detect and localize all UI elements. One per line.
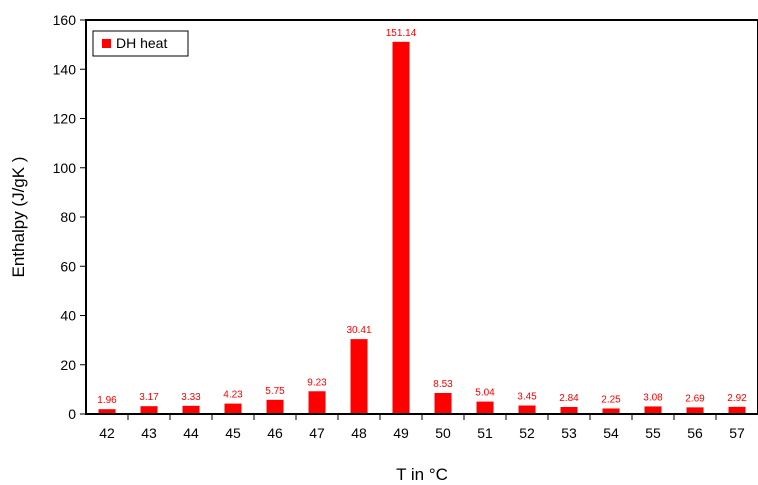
data-label: 30.41 <box>346 325 371 336</box>
bar <box>224 403 242 414</box>
x-tick-label: 45 <box>225 425 241 441</box>
x-tick-label: 47 <box>309 425 325 441</box>
x-tick-label: 49 <box>393 425 409 441</box>
y-tick-label: 40 <box>60 308 76 324</box>
bar <box>140 406 158 414</box>
x-tick-label: 46 <box>267 425 283 441</box>
bar <box>434 392 452 414</box>
data-labels: 1.96 3.17 3.33 4.23 5.75 9.23 30.41 151.14 8.53 5… <box>97 28 747 406</box>
y-axis-title: Enthalpy (J/gK ) <box>9 157 28 278</box>
y-tick-label: 80 <box>60 209 76 225</box>
bar <box>266 399 284 414</box>
y-tick-label: 120 <box>53 111 77 127</box>
x-axis-ticks: 42 43 44 45 46 47 48 49 50 51 52 53 54 55 56 57 <box>99 414 745 441</box>
bar <box>476 401 494 414</box>
plot-frame <box>85 19 758 415</box>
data-label: 2.92 <box>727 393 747 404</box>
x-tick-label: 54 <box>603 425 619 441</box>
x-tick-label: 44 <box>183 425 199 441</box>
bar <box>182 405 200 414</box>
x-tick-label: 48 <box>351 425 367 441</box>
data-label: 1.96 <box>97 395 117 406</box>
x-tick-label: 50 <box>435 425 451 441</box>
y-axis-ticks: 0 20 40 60 80 100 120 140 160 <box>53 12 86 422</box>
bar <box>686 407 704 414</box>
data-label: 5.75 <box>265 386 285 397</box>
y-tick-label: 20 <box>60 357 76 373</box>
y-tick-label: 100 <box>53 160 77 176</box>
y-tick-label: 160 <box>53 12 77 28</box>
data-label: 8.53 <box>433 379 453 390</box>
legend: DH heat <box>92 30 189 57</box>
legend-swatch <box>102 39 111 48</box>
x-tick-label: 53 <box>561 425 577 441</box>
data-label: 3.17 <box>139 392 159 403</box>
x-tick-label: 56 <box>687 425 703 441</box>
data-label: 4.23 <box>223 390 243 401</box>
bar <box>518 405 536 414</box>
x-tick-label: 52 <box>519 425 535 441</box>
y-tick-label: 140 <box>53 61 77 77</box>
data-label: 2.84 <box>559 393 579 404</box>
data-label: 9.23 <box>307 377 327 388</box>
data-label: 3.33 <box>181 392 201 403</box>
x-tick-label: 57 <box>729 425 745 441</box>
y-tick-label: 60 <box>60 258 76 274</box>
bar <box>350 339 368 414</box>
bar <box>560 407 578 414</box>
bar <box>728 406 746 414</box>
x-tick-label: 43 <box>141 425 157 441</box>
bar <box>644 406 662 414</box>
data-label: 3.08 <box>643 392 663 403</box>
legend-label: DH heat <box>116 35 167 51</box>
bars <box>98 41 746 414</box>
bar <box>392 41 410 414</box>
data-label: 3.45 <box>517 392 537 403</box>
data-label: 5.04 <box>475 388 495 399</box>
x-axis-title: T in °C <box>396 465 448 484</box>
y-tick-label: 0 <box>68 406 76 422</box>
data-label: 2.25 <box>601 394 621 405</box>
x-tick-label: 51 <box>477 425 493 441</box>
x-tick-label: 42 <box>99 425 115 441</box>
bar <box>602 408 620 414</box>
bar <box>98 409 116 414</box>
data-label: 2.69 <box>685 393 705 404</box>
x-tick-label: 55 <box>645 425 661 441</box>
bar <box>308 391 326 414</box>
data-label: 151.14 <box>386 28 417 39</box>
